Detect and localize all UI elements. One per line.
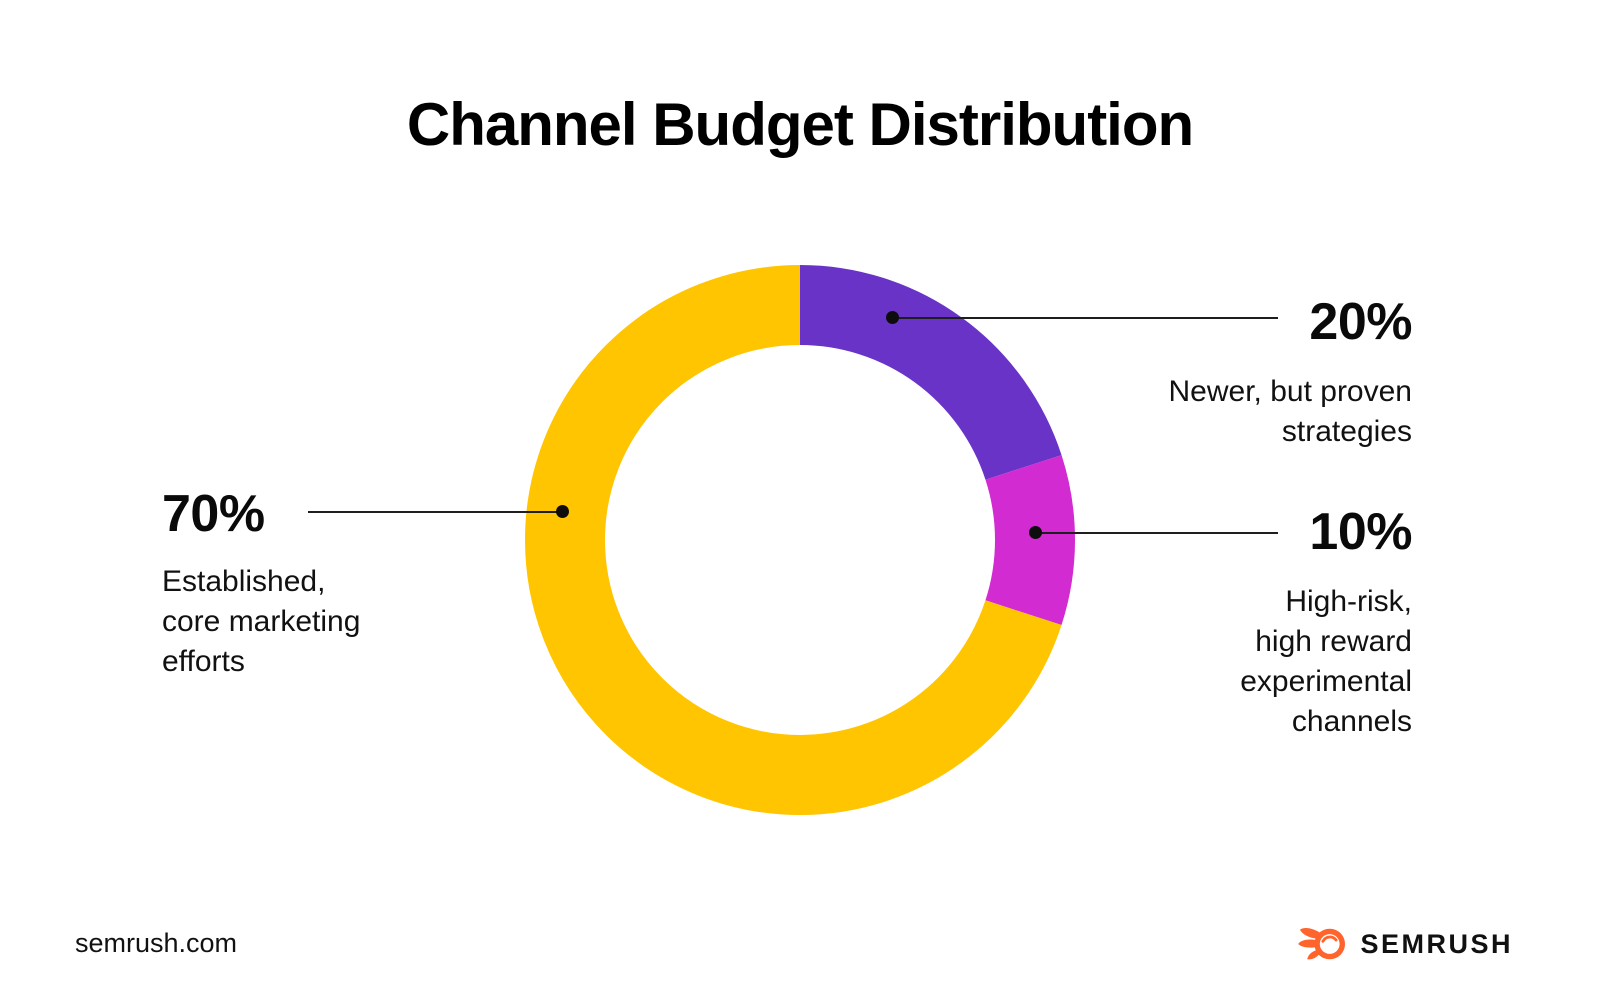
pct-label-70: 70%: [162, 485, 265, 543]
desc-line: channels: [1291, 705, 1412, 738]
desc-label-70: Established, core marketing efforts: [162, 562, 360, 682]
desc-line: Established,: [162, 565, 326, 598]
pct-label-10: 10%: [1309, 503, 1412, 561]
donut-segment-70: [525, 265, 1075, 815]
desc-line: strategies: [1281, 415, 1412, 448]
desc-line: high reward: [1255, 625, 1412, 658]
desc-line: core marketing: [162, 605, 361, 638]
donut-segment-10: [525, 265, 1075, 815]
semrush-wordmark: SEMRUSH: [1360, 928, 1513, 959]
callout-line-10: [1036, 532, 1278, 534]
callout-dot-10: [1029, 526, 1042, 539]
semrush-logo: SEMRUSH: [1298, 926, 1513, 962]
callout-dot-70: [556, 505, 569, 518]
website-url: semrush.com: [75, 928, 238, 958]
semrush-flame-icon: [1298, 927, 1346, 960]
desc-line: High-risk,: [1285, 585, 1412, 618]
desc-line: experimental: [1240, 665, 1412, 698]
donut-chart-container: [520, 260, 1080, 820]
chart-title: Channel Budget Distribution: [406, 91, 1194, 158]
callout-line-70: [308, 511, 563, 513]
desc-label-10: High-risk, high reward experimental chan…: [1240, 582, 1412, 742]
desc-line: efforts: [162, 645, 245, 678]
callout-dot-20: [886, 311, 899, 324]
desc-label-20: Newer, but proven strategies: [1169, 372, 1412, 452]
donut-chart: [525, 265, 1075, 815]
callout-line-20: [893, 317, 1278, 319]
desc-line: Newer, but proven: [1168, 375, 1412, 408]
pct-label-20: 20%: [1309, 293, 1412, 351]
